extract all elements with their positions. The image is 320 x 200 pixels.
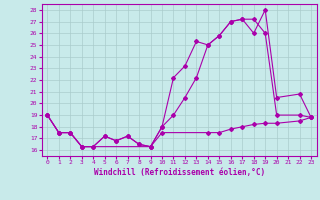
X-axis label: Windchill (Refroidissement éolien,°C): Windchill (Refroidissement éolien,°C) (94, 168, 265, 177)
